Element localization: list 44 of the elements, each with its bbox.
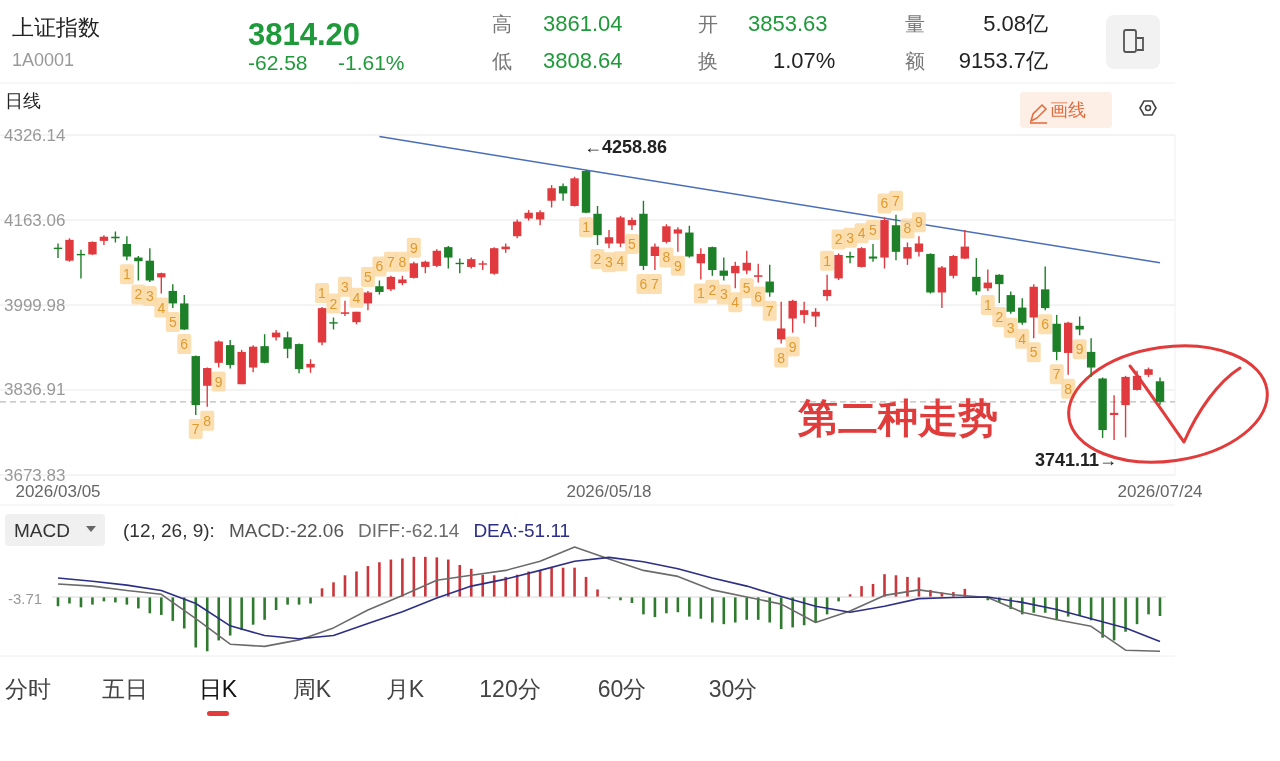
- text: 月K: [385, 676, 425, 702]
- text: -62.58: [248, 51, 308, 74]
- text: 60分: [597, 676, 647, 702]
- x-tick-label: 2026/05/18: [566, 482, 652, 501]
- text: MACD:-22.06: [228, 520, 344, 541]
- text: -3.71: [8, 590, 43, 607]
- text: 上证指数: [12, 15, 100, 40]
- x-tick-label: 2026/03/05: [15, 482, 101, 501]
- text: 换: [698, 50, 718, 72]
- text: 120分: [479, 676, 541, 702]
- text: 9153.7亿: [958, 48, 1048, 73]
- y-tick-label: 4326.14: [4, 125, 66, 145]
- y-tick-label: 4163.06: [4, 210, 66, 230]
- y-tick-label: 3836.91: [4, 380, 66, 400]
- text: 日K: [198, 676, 238, 702]
- text: 分时: [5, 676, 51, 702]
- chart-title: MACD: [14, 520, 70, 541]
- y-tick-label: 3673.83: [4, 465, 66, 485]
- chart-subtitle: (12, 26, 9):: [123, 520, 215, 541]
- text: 高: [492, 13, 512, 35]
- text: 5.08亿: [983, 11, 1048, 36]
- text: 30分: [708, 676, 758, 702]
- text: 1A0001: [12, 50, 75, 70]
- text: 额: [905, 50, 925, 72]
- text: 1.07%: [773, 48, 836, 73]
- series-label: DEA:-51.11: [473, 520, 571, 541]
- annotation: 3741.11→: [1035, 449, 1118, 470]
- x-tick-label: 2026/07/24: [1117, 482, 1203, 501]
- text: 3861.04: [543, 11, 623, 36]
- text: 低: [492, 50, 512, 72]
- text: -1.61%: [338, 51, 405, 74]
- annotation: ←4258.86: [584, 137, 668, 158]
- text: 开: [698, 13, 718, 35]
- text: 量: [905, 13, 925, 35]
- text: 五日: [102, 676, 148, 702]
- y-tick-label: 3999.98: [4, 295, 66, 315]
- text: 3808.64: [543, 48, 623, 73]
- annotation: 第二种走势: [797, 396, 998, 440]
- series-label: DIFF:-62.14: [358, 520, 460, 541]
- text: 3853.63: [748, 11, 828, 36]
- text: 画线: [1050, 100, 1086, 120]
- text: 周K: [292, 676, 332, 702]
- text: 3814.20: [248, 17, 361, 52]
- chart-title: 日线: [5, 91, 41, 111]
